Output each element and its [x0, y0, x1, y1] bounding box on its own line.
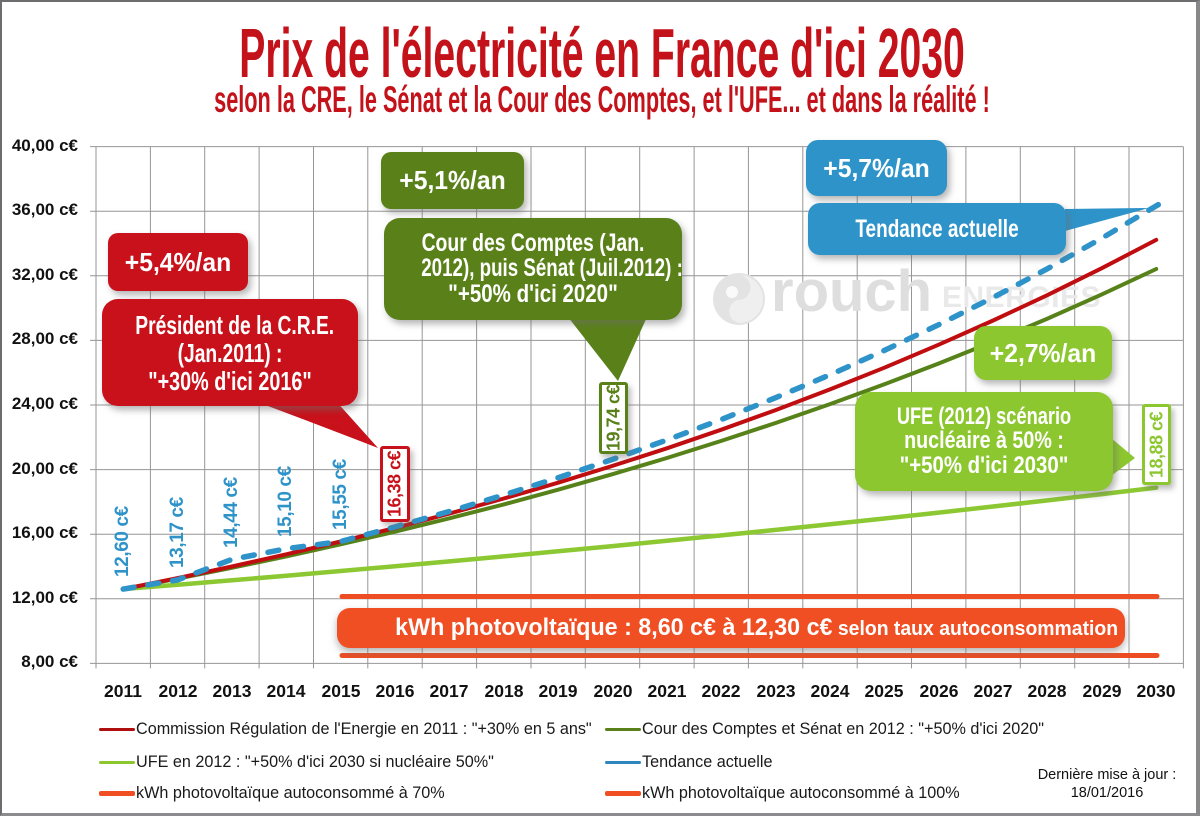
svg-text:rouch: rouch: [771, 259, 932, 324]
